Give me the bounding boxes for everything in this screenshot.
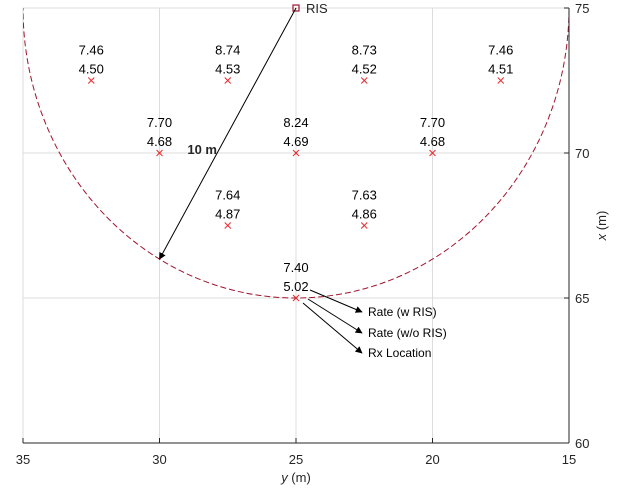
y-tick-label: 60: [575, 436, 589, 451]
y-axis-label-var: x: [594, 233, 609, 241]
rx-point: 7.46 4.50: [79, 43, 104, 84]
y-tick-label: 65: [575, 291, 589, 306]
rate-with-ris-label: 7.64: [215, 188, 240, 203]
x-axis-label-unit: (m): [288, 470, 311, 485]
rx-point: 7.70 4.68: [420, 115, 445, 157]
rx-marker-stroke: [360, 77, 368, 84]
rx-marker-stroke: [292, 149, 300, 157]
rate-without-ris-label: 4.68: [420, 134, 445, 149]
rate-with-ris-label: 7.70: [420, 115, 445, 130]
rx-point: 7.63 4.86: [352, 188, 377, 229]
y-axis-label: x (m): [594, 211, 609, 242]
rx-point: 7.40 5.02: [283, 260, 309, 302]
rate-with-ris-label: 7.63: [352, 188, 377, 203]
legend-annotation: Rate (w/o RIS): [368, 326, 447, 340]
rate-without-ris-label: 4.69: [283, 134, 308, 149]
grid: [22, 7, 570, 444]
rate-with-ris-label: 7.46: [79, 43, 104, 58]
rx-point: 7.70 4.68: [147, 115, 172, 157]
rate-without-ris-label: 4.50: [79, 62, 104, 77]
rate-without-ris-label: 4.52: [352, 62, 377, 77]
rate-without-ris-label: 4.86: [352, 207, 377, 222]
y-axis-label-unit: (m): [594, 211, 609, 234]
legend-arrow: [307, 298, 363, 334]
rate-with-ris-label: 7.40: [283, 260, 308, 275]
rx-marker-stroke: [87, 77, 95, 84]
rate-with-ris-label: 7.46: [488, 43, 513, 58]
legend-arrow: [302, 302, 363, 354]
x-tick-label: 25: [289, 452, 303, 467]
rx-marker-stroke: [224, 77, 232, 84]
rx-point: 8.73 4.52: [352, 43, 377, 84]
x-tick-label: 15: [562, 452, 576, 467]
points-layer: 7.46 4.50 8.74 4.53 8.73 4.52 7.46 4.51 7.70 4.68…: [79, 43, 513, 302]
radius-arrow: [159, 7, 297, 260]
annotations-layer: RIS 10 m Rate (w RIS) Rate (w/o RIS) Rx Loca…: [159, 1, 447, 360]
rate-with-ris-label: 8.24: [283, 115, 308, 130]
radius-label: 10 m: [187, 142, 217, 157]
x-tick-label: 30: [152, 452, 166, 467]
rx-marker-stroke: [360, 222, 368, 229]
rx-point: 8.74 4.53: [215, 43, 240, 84]
rate-without-ris-label: 4.87: [215, 207, 240, 222]
ris-label: RIS: [306, 1, 328, 16]
rx-marker-stroke: [224, 222, 232, 229]
y-tick-label: 70: [575, 146, 589, 161]
legend-annotation: Rx Location: [368, 346, 431, 360]
rate-with-ris-label: 8.74: [215, 43, 240, 58]
rx-marker-stroke: [497, 77, 505, 84]
x-tick-label: 35: [16, 452, 30, 467]
legend-annotation: Rate (w RIS): [368, 305, 437, 319]
rate-without-ris-label: 4.53: [215, 62, 240, 77]
rate-without-ris-label: 4.68: [147, 134, 172, 149]
legend-arrow: [309, 289, 363, 313]
rate-with-ris-label: 8.73: [352, 43, 377, 58]
x-axis-label: y (m): [280, 470, 311, 485]
rate-without-ris-label: 4.51: [488, 62, 513, 77]
rx-point: 7.64 4.87: [215, 188, 240, 229]
rate-with-ris-label: 7.70: [147, 115, 172, 130]
rx-point: 7.46 4.51: [488, 43, 513, 84]
rx-point: 8.24 4.69: [283, 115, 309, 157]
rate-without-ris-label: 5.02: [283, 279, 308, 294]
rx-marker-stroke: [156, 149, 163, 157]
rx-marker-stroke: [292, 294, 300, 302]
ris-marker: [292, 4, 300, 12]
rx-marker-stroke: [429, 149, 436, 157]
x-axis-label-var: y: [280, 470, 289, 485]
x-tick-label: 20: [425, 452, 439, 467]
y-tick-label: 75: [575, 1, 589, 16]
